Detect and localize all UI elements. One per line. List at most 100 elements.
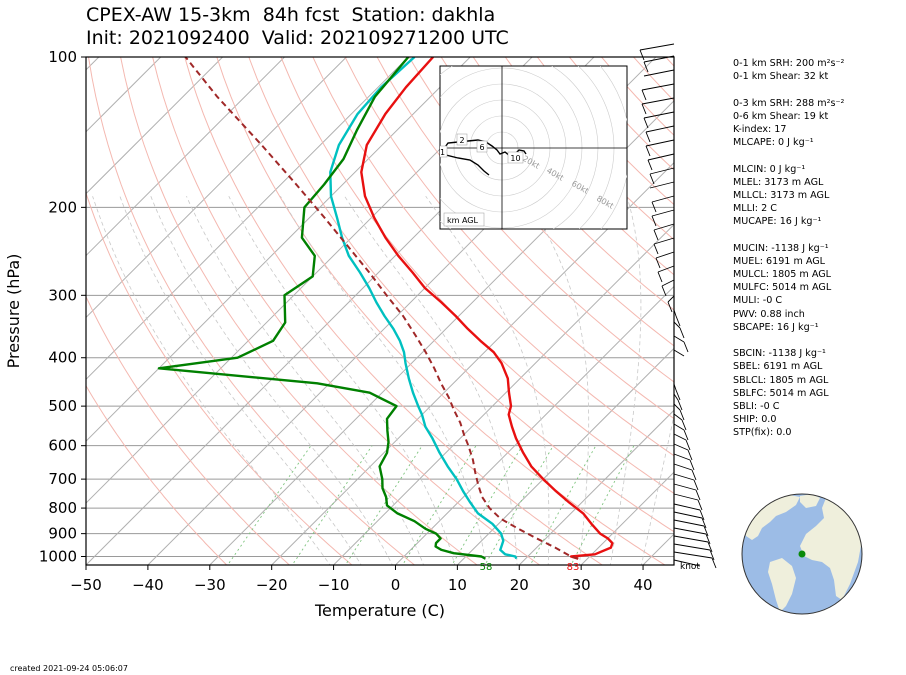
wind-barb	[673, 309, 677, 317]
svg-text:2: 2	[459, 136, 464, 145]
x-tick-label: −20	[256, 576, 288, 594]
wind-barb-flag	[643, 117, 649, 129]
chart-title: CPEX-AW 15-3km 84h fcst Station: dakhla I…	[86, 4, 509, 50]
wind-barb	[667, 295, 675, 303]
wind-barb-flag	[641, 103, 647, 115]
dry-adiabat	[408, 57, 674, 347]
x-tick-label: −10	[318, 576, 350, 594]
stat-row: MULFC: 5014 m AGL	[733, 282, 832, 294]
wind-barb-flag	[641, 89, 647, 101]
created-timestamp: created 2021-09-24 05:06:07	[10, 664, 128, 673]
wind-barb-flag	[653, 243, 659, 255]
wind-barb	[673, 527, 707, 535]
wind-barb-flag	[639, 49, 645, 61]
station-marker	[798, 550, 806, 558]
isotherm	[580, 471, 674, 565]
wind-barb	[643, 111, 675, 119]
wind-barb-flag	[687, 449, 693, 461]
wind-barb	[673, 551, 713, 559]
wind-barb-flag	[675, 389, 681, 401]
wind-barb	[641, 83, 675, 91]
isotherm	[86, 57, 162, 133]
dry-adiabat	[152, 57, 541, 565]
stat-row: SBCIN: -1138 J kg⁻¹	[733, 348, 826, 360]
wind-barb	[673, 335, 685, 343]
wind-barb	[673, 383, 677, 391]
moist-adiabat	[609, 196, 642, 565]
axes: −50 −40 −30 −20 −10 0 10 20 30 40 1000 900 800 700 600…	[39, 48, 653, 594]
mixing-ratio-line	[344, 445, 423, 565]
station-globe	[741, 493, 863, 615]
hodograph: 1 2 6 10 20kt 40kt 60kt 80kt km AGL	[439, 65, 628, 230]
stat-row: PWV: 0.88 inch	[733, 308, 805, 320]
wind-barb	[673, 349, 685, 357]
stat-row: MULCL: 1805 m AGL	[733, 269, 832, 280]
dry-adiabat	[88, 57, 416, 565]
dry-adiabat	[216, 57, 666, 565]
mixing-ratio-line	[529, 445, 597, 565]
wind-barb	[651, 209, 675, 217]
wind-barb	[673, 453, 691, 461]
y-tick-label: 1000	[39, 547, 77, 565]
wind-barb-flag	[693, 479, 699, 491]
wind-barb	[673, 503, 701, 511]
moist-adiabat	[524, 195, 590, 565]
wind-barb-flag	[675, 315, 681, 327]
y-tick-label: 400	[48, 349, 77, 367]
wind-barb	[673, 393, 679, 401]
x-tick-label: −30	[194, 576, 226, 594]
stat-row: MLLCL: 3173 m AGL	[733, 189, 830, 201]
wind-barb-flag	[701, 517, 707, 529]
wind-barb	[673, 493, 699, 501]
globe-land-africa-europe	[800, 496, 862, 600]
wind-barb	[643, 55, 675, 63]
wind-barb-flag	[657, 271, 663, 283]
x-tick-label: −40	[132, 576, 164, 594]
wind-barb	[641, 97, 675, 105]
wind-barb-flag	[661, 285, 667, 297]
isotherm	[86, 57, 223, 195]
y-tick-label: 300	[48, 286, 77, 304]
svg-text:6: 6	[479, 143, 484, 152]
wind-barb	[657, 265, 675, 273]
wind-barb	[673, 473, 695, 481]
wind-units-label: knot	[680, 562, 700, 572]
stat-row: STP(fix): 0.0	[733, 427, 792, 439]
dry-adiabat	[184, 57, 604, 565]
wind-barb-flag	[705, 533, 711, 545]
dry-adiabat	[344, 57, 674, 420]
stat-row: MLCAPE: 0 J kg⁻¹	[733, 137, 814, 149]
wind-barb-flag	[649, 173, 655, 185]
wind-barb-flag	[709, 549, 715, 561]
wind-barb	[653, 223, 675, 231]
wind-barb-flag	[645, 131, 651, 143]
stat-row: MUCIN: -1138 J kg⁻¹	[733, 242, 829, 254]
wind-barb	[673, 463, 693, 471]
title-line-1: CPEX-AW 15-3km 84h fcst Station: dakhla	[86, 4, 496, 26]
isotherm	[86, 57, 285, 257]
dry-adiabat	[472, 57, 674, 276]
x-tick-label: 30	[572, 576, 591, 594]
wind-barb-flag	[647, 159, 653, 171]
surface-temperature-label: 83	[567, 562, 580, 573]
wind-barb-flag	[645, 145, 651, 157]
svg-text:1: 1	[440, 148, 445, 157]
wind-barb	[653, 237, 675, 245]
stat-row	[733, 83, 844, 96]
svg-text:10: 10	[510, 154, 520, 163]
y-tick-label: 900	[48, 525, 77, 543]
wind-barb	[673, 443, 689, 451]
isotherm	[86, 57, 471, 442]
y-tick-label: 600	[48, 437, 77, 455]
mixing-ratio-line	[484, 445, 554, 565]
stat-row: SBCAPE: 16 J kg⁻¹	[733, 321, 819, 333]
wind-barb-flag	[667, 301, 673, 313]
wind-barb-flag	[651, 201, 657, 213]
y-tick-label: 500	[48, 397, 77, 415]
stat-row: SBLCL: 1805 m AGL	[733, 374, 829, 386]
isotherm	[518, 409, 674, 565]
background-lines	[86, 57, 674, 565]
mixing-ratio-line	[570, 445, 635, 565]
stat-row: SBLI: -0 C	[733, 400, 780, 412]
